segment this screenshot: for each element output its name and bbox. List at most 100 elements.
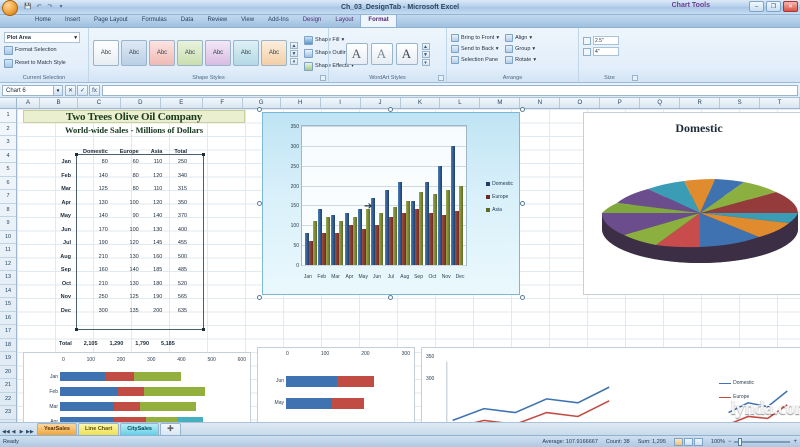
column-header-d[interactable]: D [121, 98, 161, 108]
month-cell[interactable]: Nov [60, 294, 71, 301]
tab-review[interactable]: Review [207, 17, 228, 23]
sales-data-table[interactable]: Domestic Europe Asia Total Jan 80 60 [53, 149, 193, 318]
window-controls[interactable]: – ❐ ✕ [749, 1, 798, 12]
bar-group[interactable] [437, 126, 450, 265]
bar-europe[interactable] [428, 213, 433, 265]
bar-domestic[interactable] [411, 201, 416, 265]
range-handle[interactable] [202, 153, 205, 156]
row-header[interactable]: 15 [0, 298, 16, 312]
select-all-corner[interactable] [0, 98, 17, 108]
bar-group[interactable] [424, 126, 437, 265]
table-row[interactable]: Feb 140 80 120 340 [53, 170, 193, 184]
column-header-h[interactable]: H [281, 98, 321, 108]
total-cell[interactable]: 350 [177, 199, 188, 206]
column-header-c[interactable]: C [78, 98, 121, 108]
total-cell[interactable]: 485 [177, 267, 188, 274]
row-header[interactable]: 10 [0, 231, 16, 244]
domestic-cell[interactable]: 190 [98, 240, 108, 247]
tab-format[interactable]: Format [360, 13, 397, 27]
column-header-q[interactable]: Q [640, 98, 681, 108]
bar-asia[interactable] [445, 189, 450, 265]
bar-europe[interactable] [348, 225, 353, 265]
row-header[interactable]: 3 [0, 136, 16, 150]
gallery-scroll-controls[interactable]: ▲ ▼ ▾ [290, 41, 298, 65]
bar-row[interactable]: Jan [28, 369, 246, 384]
chevron-down-icon[interactable]: ▾ [529, 35, 533, 41]
bar-group[interactable] [317, 126, 330, 265]
shape-style-swatch[interactable]: Abc [121, 40, 147, 66]
row-header[interactable]: 20 [0, 366, 16, 379]
row-header[interactable]: 2 [0, 123, 16, 136]
next-sheet-icon[interactable]: ▶ [19, 429, 24, 435]
bar-domestic[interactable] [424, 181, 429, 265]
plot-area[interactable]: 350 300 250 200 150 100 50 0 [291, 124, 467, 269]
prev-sheet-icon[interactable]: ◀ [11, 429, 16, 435]
cell-grid[interactable]: Two Trees Olive Oil Company World-wide S… [17, 107, 800, 422]
bar-group[interactable] [371, 126, 384, 265]
resize-handle[interactable] [520, 295, 525, 300]
month-cell[interactable]: May [60, 213, 71, 220]
view-mode-buttons[interactable] [673, 437, 703, 446]
bar-series-container[interactable] [304, 126, 464, 265]
wordart-scroll-controls[interactable]: ▲ ▼ ▾ [421, 42, 430, 66]
row-header[interactable]: 18 [0, 339, 16, 352]
row-header[interactable]: 17 [0, 325, 16, 339]
range-handle[interactable] [202, 328, 205, 331]
month-cell[interactable]: Jul [63, 240, 71, 247]
month-cell[interactable]: Aug [60, 253, 71, 260]
chart-legend[interactable]: Domestic Europe Asia [486, 181, 513, 213]
shape-styles-dialog-launcher[interactable] [320, 75, 326, 81]
quick-access-toolbar[interactable]: 💾 ↶ ↷ ▾ [24, 3, 65, 11]
domestic-cell[interactable]: 300 [98, 307, 108, 314]
total-cell[interactable]: 340 [177, 172, 188, 179]
column-header-k[interactable]: K [401, 98, 441, 108]
europe-cell[interactable]: 125 [129, 294, 139, 301]
legend-item-europe[interactable]: Europe [486, 194, 513, 200]
format-selection-button[interactable]: Format Selection [4, 44, 57, 56]
shape-height-field[interactable]: 2.5" [583, 36, 619, 45]
send-to-back-button[interactable]: Send to Back ▾ [451, 44, 499, 54]
bar-asia[interactable] [419, 191, 424, 265]
bar-row[interactable]: Apr [28, 414, 246, 422]
month-cell[interactable]: Apr [61, 199, 71, 206]
bar-domestic[interactable] [331, 215, 336, 265]
row-header[interactable]: 8 [0, 204, 16, 217]
asia-cell[interactable]: 190 [153, 294, 163, 301]
sheet-tab-citysales[interactable]: CitySales [120, 423, 159, 435]
save-icon[interactable]: 💾 [24, 4, 32, 10]
bar-domestic[interactable] [384, 189, 389, 265]
bar-asia[interactable] [365, 209, 370, 265]
total-cell[interactable]: 520 [177, 280, 188, 287]
column-header-j[interactable]: J [361, 98, 401, 108]
chevron-down-icon[interactable]: ▾ [341, 37, 345, 43]
line-chart-legend[interactable]: Domestic Europe [719, 380, 754, 400]
shape-style-swatch[interactable]: Abc [233, 40, 259, 66]
bar-group[interactable] [451, 126, 464, 265]
table-row[interactable]: Dec 300 135 200 635 [53, 305, 193, 319]
row-header[interactable]: 23 [0, 406, 16, 420]
bar-europe[interactable] [388, 217, 393, 265]
bar-group[interactable] [344, 126, 357, 265]
bar-asia[interactable] [312, 221, 317, 265]
bar-europe[interactable] [321, 233, 326, 265]
row-header[interactable]: 5 [0, 163, 16, 177]
month-cell[interactable]: Jun [61, 226, 71, 233]
bar-row[interactable]: Jun [262, 370, 408, 392]
row-header[interactable]: 12 [0, 258, 16, 271]
row-header[interactable]: 11 [0, 244, 16, 258]
bar-europe[interactable] [375, 225, 380, 265]
undo-icon[interactable]: ↶ [36, 4, 42, 10]
bar-europe[interactable] [335, 233, 340, 265]
column-header-g[interactable]: G [243, 98, 281, 108]
total-cell[interactable]: 635 [177, 307, 188, 314]
table-row[interactable]: Mar 125 80 110 315 [53, 183, 193, 197]
totals-row[interactable]: Total 2,105 1,290 1,790 5,185 [53, 337, 181, 350]
worksheet-subtitle[interactable]: World-wide Sales - Millions of Dollars [64, 125, 204, 135]
europe-cell[interactable]: 80 [132, 186, 139, 193]
sheet-navigation-buttons[interactable]: ◀◀ ◀ ▶ ▶▶ [2, 429, 34, 435]
bar-asia[interactable] [459, 185, 464, 265]
bar-asia[interactable] [325, 217, 330, 265]
office-button[interactable] [2, 0, 18, 16]
column-header-r[interactable]: R [680, 98, 721, 108]
column-header-b[interactable]: B [40, 98, 78, 108]
